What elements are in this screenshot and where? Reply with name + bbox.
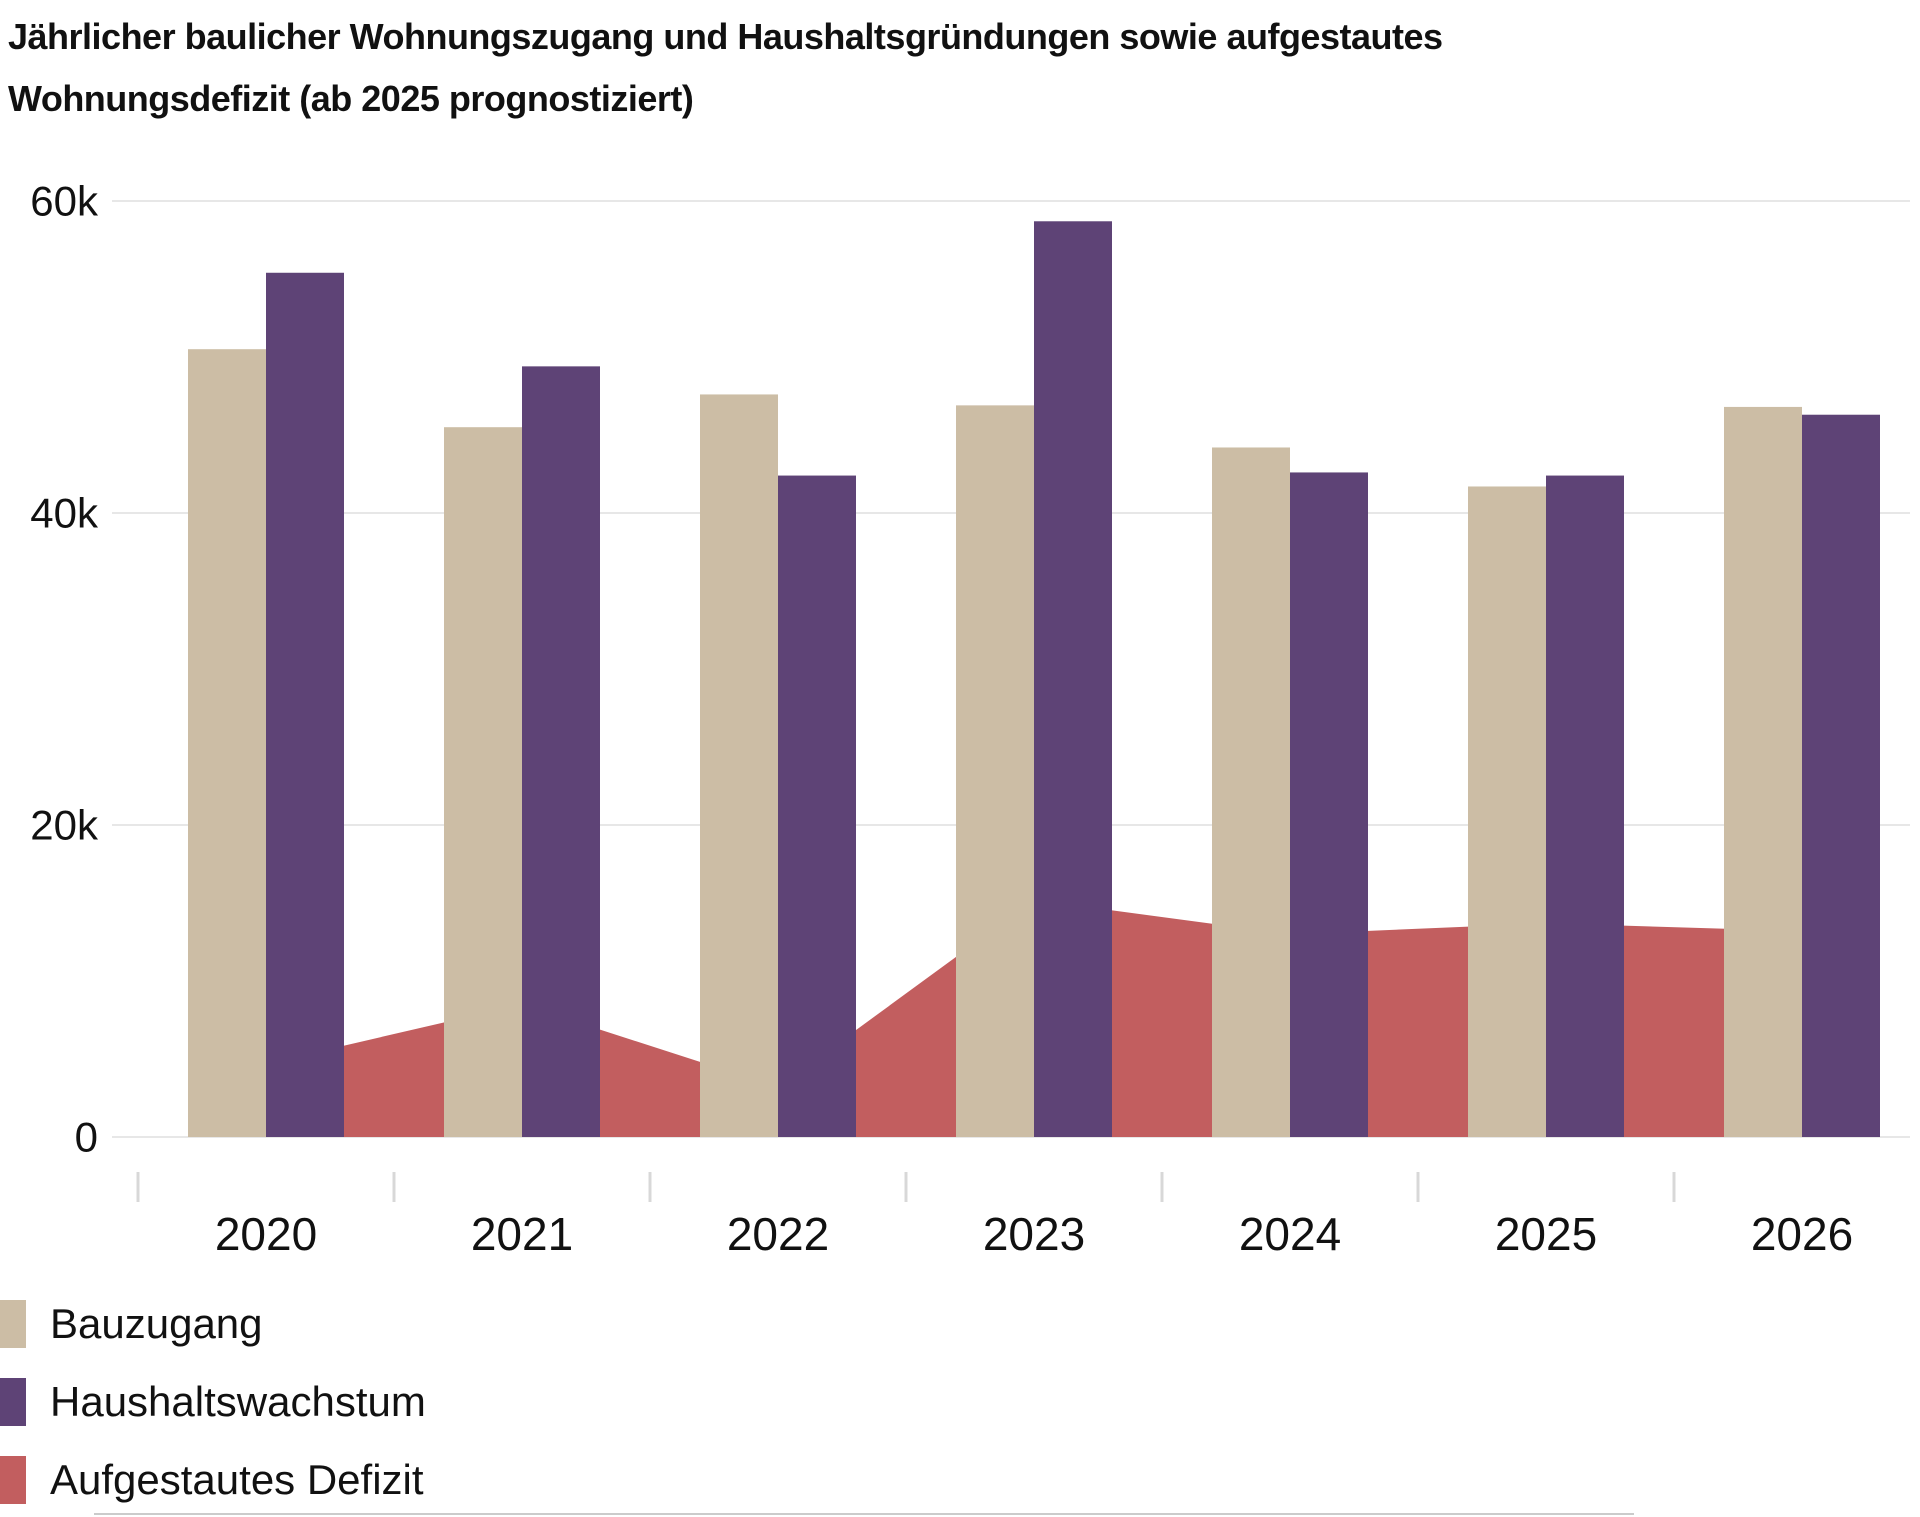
legend-swatch-bauzugang xyxy=(0,1300,26,1348)
legend-swatch-haushaltswachstum xyxy=(0,1378,26,1426)
bar-haushaltswachstum-2021 xyxy=(522,366,600,1137)
bar-bauzugang-2026 xyxy=(1724,406,1802,1137)
y-axis-label-60k: 60k xyxy=(30,178,99,225)
chart-canvas: 60k 40k 20k 0 2020 2021 2022 2023 2024 2025 2026 xyxy=(30,178,1910,1260)
y-axis-label-40k: 40k xyxy=(30,490,99,537)
legend-item-bauzugang: Bauzugang xyxy=(0,1300,426,1348)
y-axis-label-0: 0 xyxy=(75,1114,98,1161)
bar-haushaltswachstum-2020 xyxy=(266,272,344,1137)
x-axis-label-2020: 2020 xyxy=(215,1208,317,1260)
legend-item-aufgestautes-defizit: Aufgestautes Defizit xyxy=(0,1456,426,1504)
x-axis-label-2023: 2023 xyxy=(983,1208,1085,1260)
chart-legend: Bauzugang Haushaltswachstum Aufgestautes… xyxy=(0,1300,426,1504)
x-axis-label-2024: 2024 xyxy=(1239,1208,1341,1260)
bar-haushaltswachstum-2024 xyxy=(1290,472,1368,1137)
bar-bauzugang-2021 xyxy=(444,427,522,1137)
bar-haushaltswachstum-2025 xyxy=(1546,475,1624,1137)
bar-bauzugang-2024 xyxy=(1212,447,1290,1138)
chart-title: Jährlicher baulicher Wohnungszugang und … xyxy=(8,6,1568,130)
legend-label-bauzugang: Bauzugang xyxy=(50,1300,263,1347)
bar-haushaltswachstum-2023 xyxy=(1034,221,1112,1137)
legend-swatch-aufgestautes-defizit xyxy=(0,1456,26,1504)
legend-label-aufgestautes-defizit: Aufgestautes Defizit xyxy=(50,1456,424,1503)
y-axis-label-20k: 20k xyxy=(30,802,99,849)
bar-bauzugang-2022 xyxy=(700,394,778,1137)
bar-bauzugang-2025 xyxy=(1468,486,1546,1138)
bar-bauzugang-2023 xyxy=(956,405,1034,1137)
x-axis-label-2021: 2021 xyxy=(471,1208,573,1260)
chart-title-line2: Wohnungsdefizit (ab 2025 prognostiziert) xyxy=(8,78,694,119)
bar-haushaltswachstum-2022 xyxy=(778,475,856,1137)
legend-label-haushaltswachstum: Haushaltswachstum xyxy=(50,1378,426,1425)
bar-bauzugang-2020 xyxy=(188,349,266,1137)
x-axis-label-2026: 2026 xyxy=(1751,1208,1853,1260)
x-axis-label-2025: 2025 xyxy=(1495,1208,1597,1260)
x-axis-label-2022: 2022 xyxy=(727,1208,829,1260)
bottom-divider xyxy=(94,1513,1634,1515)
legend-item-haushaltswachstum: Haushaltswachstum xyxy=(0,1378,426,1426)
chart-title-line1: Jährlicher baulicher Wohnungszugang und … xyxy=(8,16,1443,57)
bar-haushaltswachstum-2026 xyxy=(1802,414,1880,1138)
